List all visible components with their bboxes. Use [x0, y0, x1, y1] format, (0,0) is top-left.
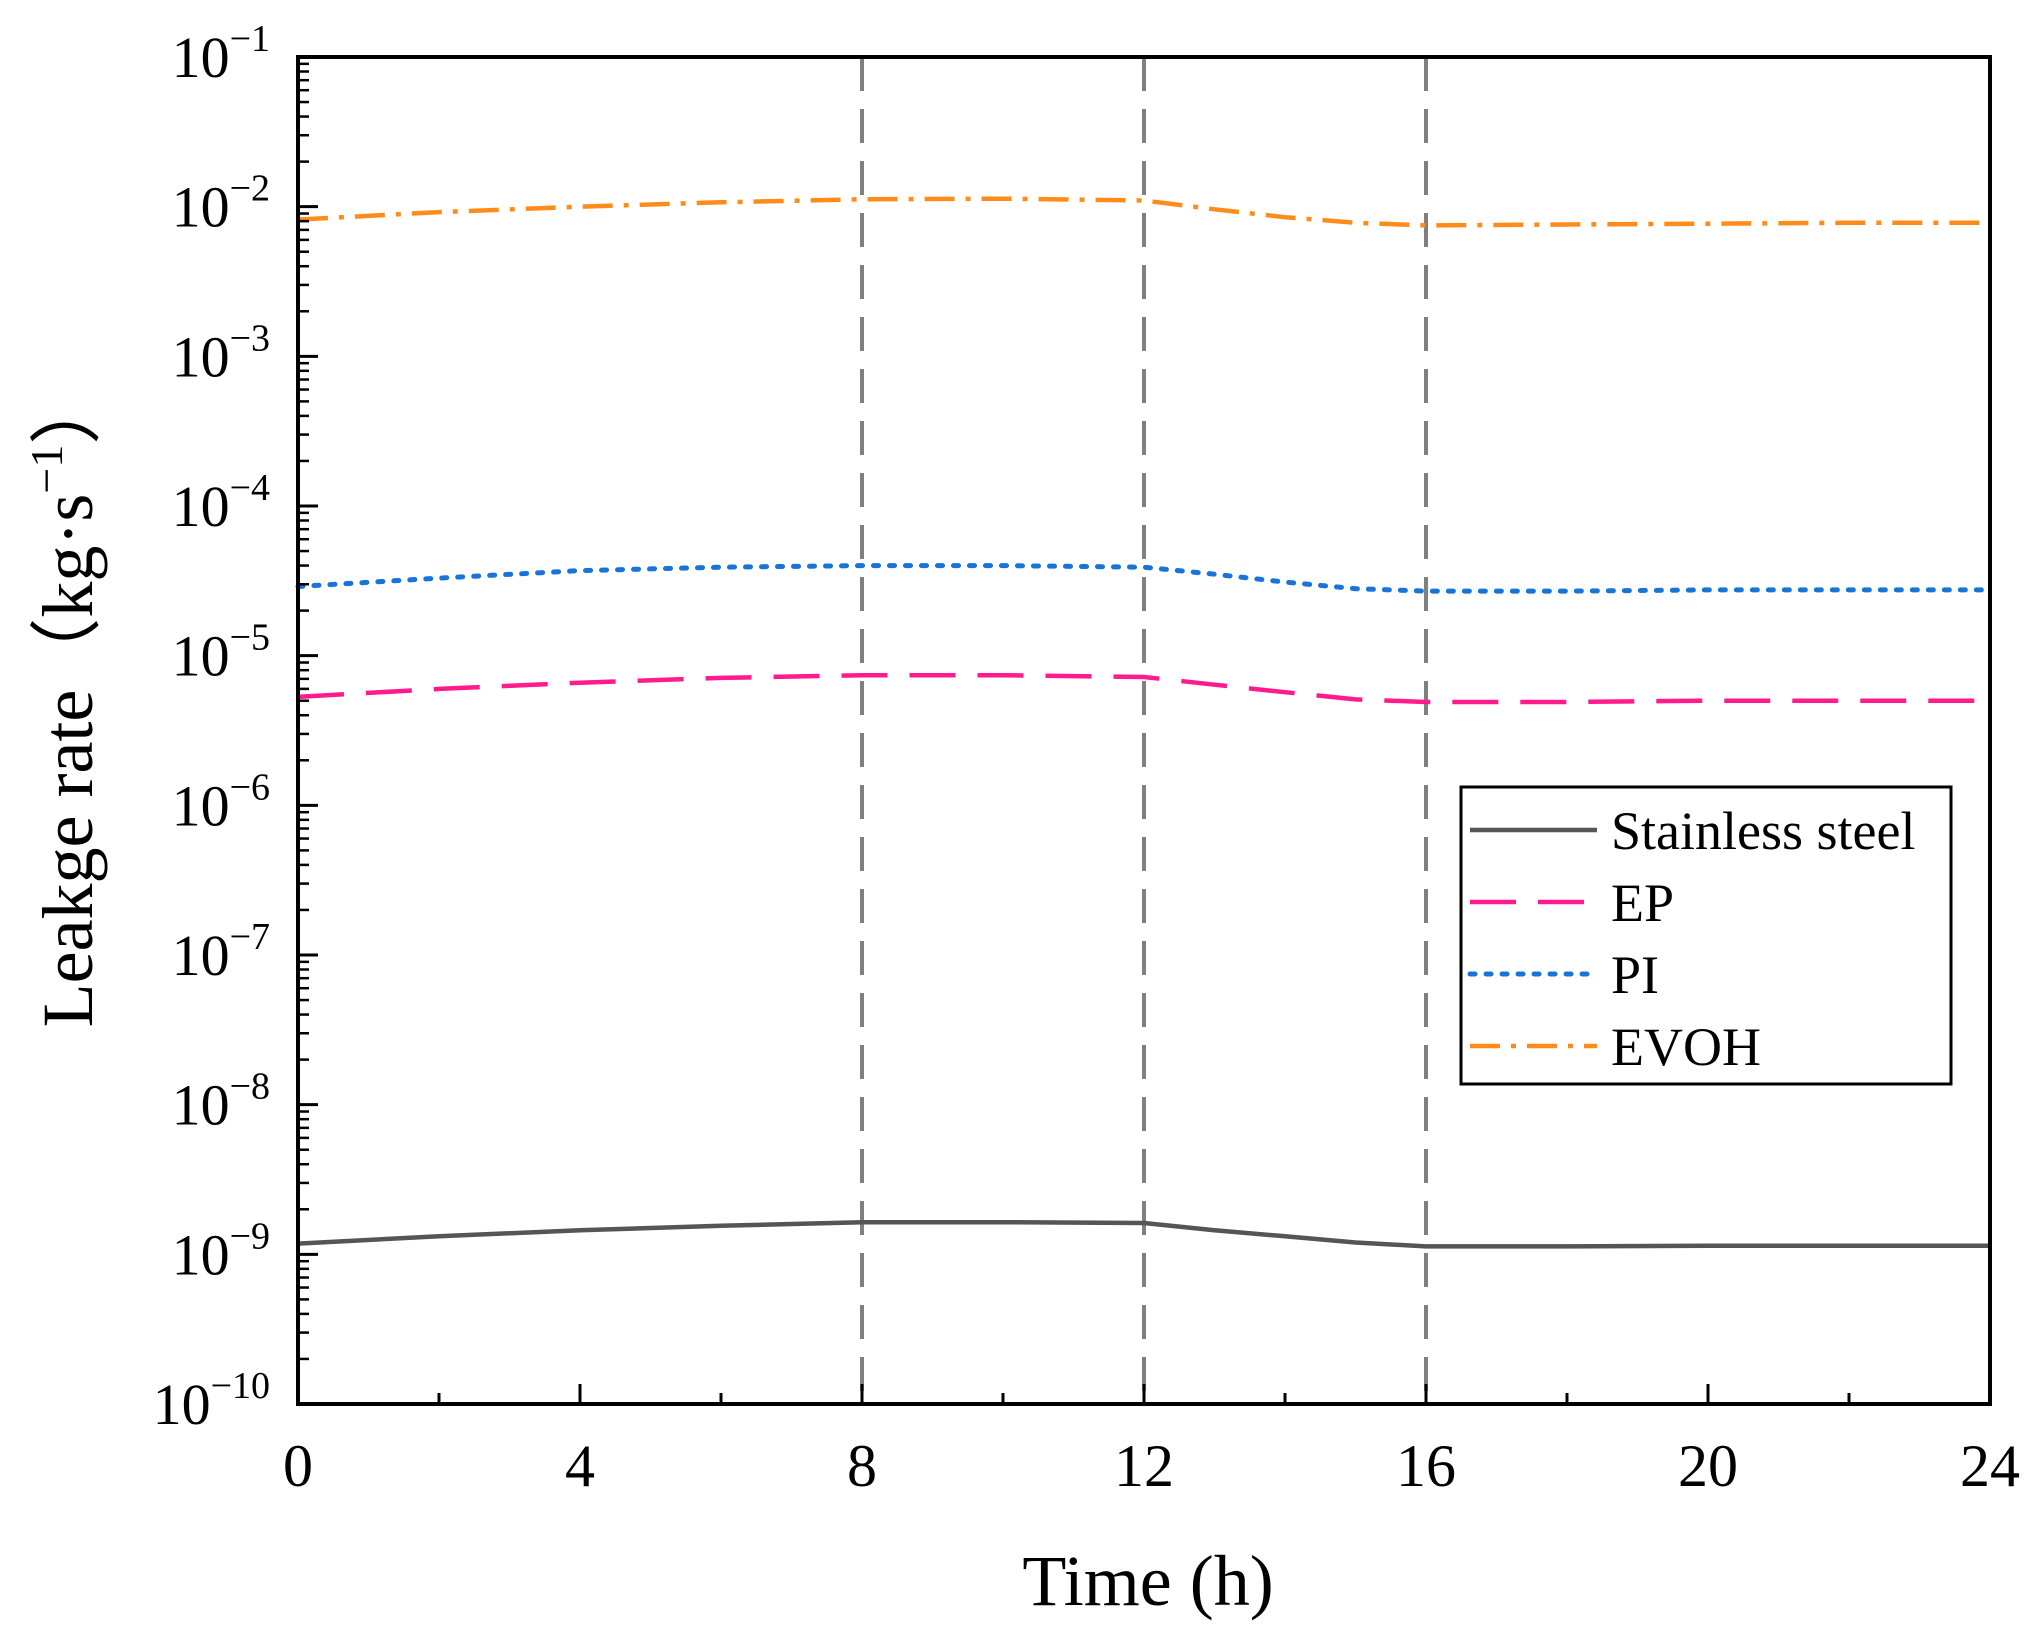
x-tick-label: 12 — [1114, 1433, 1174, 1499]
vertical-reference-lines — [860, 57, 1428, 1404]
y-tick-label: 10−6 — [172, 766, 270, 838]
y-tick-label-exponent: −3 — [230, 317, 270, 359]
x-tick-label: 20 — [1678, 1433, 1738, 1499]
x-tick-label: 4 — [565, 1433, 595, 1499]
y-tick-label: 10−1 — [172, 18, 270, 90]
y-tick-label-base: 10 — [172, 25, 230, 90]
y-tick-label-base: 10 — [172, 474, 230, 539]
series-line-stainless-steel — [297, 1219, 1990, 1249]
series-line-pi — [295, 563, 1993, 594]
y-axis-label-close: ） — [28, 373, 108, 445]
y-tick-label-base: 10 — [172, 1222, 230, 1287]
y-tick-label: 10−3 — [172, 317, 270, 389]
y-tick-label-exponent: −1 — [230, 18, 270, 60]
y-tick-label: 10−4 — [172, 467, 270, 539]
y-tick-label: 10−7 — [172, 916, 270, 988]
x-tick-label: 24 — [1960, 1433, 2020, 1499]
y-tick-label: 10−9 — [172, 1215, 270, 1287]
series-lines — [295, 196, 1993, 1249]
y-tick-label-base: 10 — [153, 1372, 211, 1437]
x-tick-label: 0 — [283, 1433, 313, 1499]
y-tick-label-exponent: −2 — [230, 168, 270, 210]
series-line-evoh — [297, 196, 1990, 228]
y-tick-label-exponent: −10 — [211, 1365, 270, 1407]
legend-label: Stainless steel — [1611, 801, 1915, 861]
y-tick-label-exponent: −4 — [230, 467, 270, 509]
y-axis-label-main: Leakge rate（kg·s — [28, 494, 108, 1028]
y-tick-label-base: 10 — [172, 324, 230, 389]
y-axis-label: Leakge rate（kg·s−1） — [21, 373, 108, 1028]
y-tick-label-exponent: −6 — [230, 766, 270, 808]
x-axis-label: Time (h) — [1022, 1541, 1273, 1621]
y-axis-label-sup: −1 — [21, 445, 72, 494]
y-tick-label-base: 10 — [172, 624, 230, 689]
ticks: 0 4 8 12 16 20 2410−1010−910−810−710−610−510−4… — [153, 18, 2020, 1499]
y-tick-label-base: 10 — [172, 1073, 230, 1138]
x-tick-label: 8 — [847, 1433, 877, 1499]
y-tick-label-base: 10 — [172, 175, 230, 240]
legend: Stainless steel EP PI EVOH — [1459, 785, 1953, 1086]
y-tick-label: 10−8 — [172, 1066, 270, 1138]
legend-label: EVOH — [1611, 1017, 1761, 1077]
y-tick-label: 10−10 — [153, 1365, 270, 1437]
y-tick-label: 10−5 — [172, 617, 270, 689]
y-tick-label-exponent: −9 — [230, 1215, 270, 1257]
legend-label: EP — [1611, 873, 1674, 933]
y-tick-label-base: 10 — [172, 773, 230, 838]
legend-label: PI — [1611, 945, 1659, 1005]
series-line-ep — [297, 672, 1990, 705]
x-tick-label: 16 — [1396, 1433, 1456, 1499]
y-tick-label-exponent: −8 — [230, 1066, 270, 1108]
y-tick-label: 10−2 — [172, 168, 270, 240]
y-tick-label-exponent: −7 — [230, 916, 270, 958]
y-tick-label-exponent: −5 — [230, 617, 270, 659]
y-tick-label-base: 10 — [172, 923, 230, 988]
legend-box — [1459, 785, 1953, 1086]
